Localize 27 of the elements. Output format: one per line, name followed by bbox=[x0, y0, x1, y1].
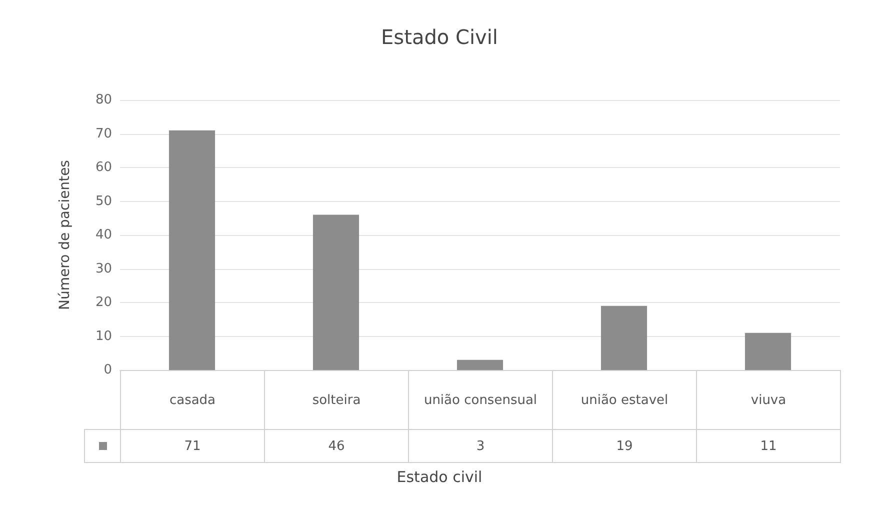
y-tick-label: 40 bbox=[95, 228, 112, 242]
data-label: 71 bbox=[120, 430, 264, 462]
x-axis-title: Estado civil bbox=[396, 468, 484, 486]
chart-title: Estado Civil bbox=[381, 25, 498, 49]
y-axis-title: Número de pacientes bbox=[57, 160, 73, 310]
y-tick-label: 50 bbox=[95, 194, 112, 209]
bar bbox=[744, 332, 792, 370]
bar bbox=[456, 360, 504, 370]
data-label: 46 bbox=[264, 430, 408, 462]
y-tick-label: 30 bbox=[95, 261, 112, 276]
x-tick-label: união consensual bbox=[408, 370, 552, 430]
data-label: 19 bbox=[552, 430, 696, 462]
bar bbox=[168, 130, 216, 370]
y-tick-label: 20 bbox=[95, 295, 112, 310]
y-tick-label: 60 bbox=[95, 160, 112, 175]
x-tick-label: viuva bbox=[696, 370, 840, 430]
data-label: 11 bbox=[696, 430, 840, 462]
y-tick-label: 80 bbox=[95, 92, 112, 108]
bar bbox=[600, 306, 648, 370]
y-tick-label: 10 bbox=[95, 328, 112, 344]
x-tick-label: casada bbox=[120, 370, 264, 430]
x-tick-label: solteira bbox=[264, 370, 408, 430]
y-tick-label: 70 bbox=[95, 126, 112, 142]
bar bbox=[312, 214, 360, 370]
y-tick-label: 0 bbox=[104, 362, 112, 378]
data-label: 3 bbox=[408, 430, 552, 462]
x-tick-label: união estavel bbox=[552, 370, 696, 430]
